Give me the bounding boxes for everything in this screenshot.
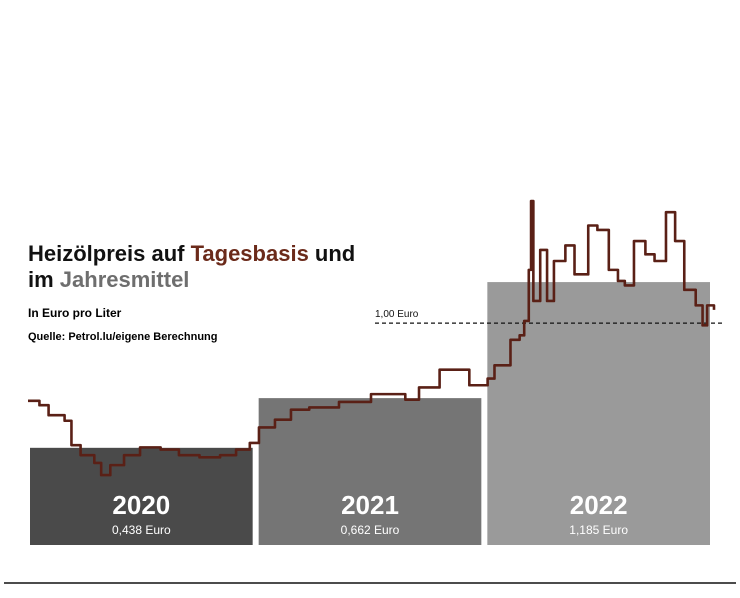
value-label: 0,662 Euro xyxy=(341,523,400,537)
title-part: Jahresmittel xyxy=(60,267,190,292)
value-label: 1,185 Euro xyxy=(569,523,628,537)
source: Quelle: Petrol.lu/eigene Berechnung xyxy=(28,331,217,343)
subtitle: In Euro pro Liter xyxy=(28,306,122,320)
year-label: 2020 xyxy=(112,490,170,520)
bar xyxy=(30,447,253,545)
price-line xyxy=(28,199,716,477)
title-part: Heizölpreis auf xyxy=(28,241,191,266)
year-label: 2021 xyxy=(341,490,399,520)
reference-label: 1,00 Euro xyxy=(375,309,419,320)
chart-title: im Jahresmittel xyxy=(28,267,189,292)
title-part: Tagesbasis xyxy=(191,241,309,266)
bar xyxy=(258,398,482,545)
value-label: 0,438 Euro xyxy=(112,523,171,537)
title-part: und xyxy=(309,241,355,266)
year-label: 2022 xyxy=(570,490,628,520)
chart-title: Heizölpreis auf Tagesbasis und xyxy=(28,241,355,266)
title-part: im xyxy=(28,267,60,292)
